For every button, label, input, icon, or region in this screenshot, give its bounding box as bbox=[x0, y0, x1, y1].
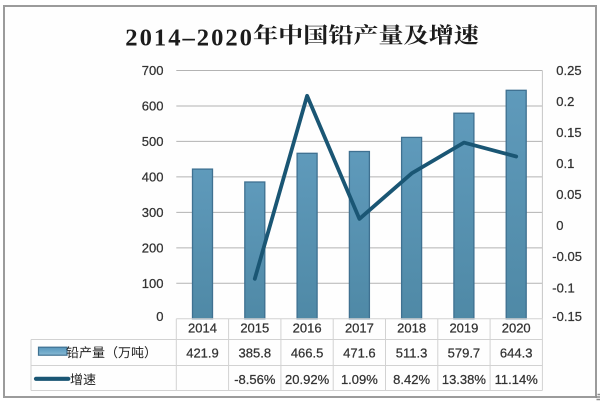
svg-text:0.2: 0.2 bbox=[556, 94, 574, 109]
svg-text:0: 0 bbox=[156, 309, 163, 324]
svg-text:-0.15: -0.15 bbox=[552, 309, 582, 324]
svg-text:471.6: 471.6 bbox=[343, 346, 376, 361]
svg-text:-0.1: -0.1 bbox=[552, 280, 574, 295]
svg-text:200: 200 bbox=[142, 240, 164, 255]
svg-text:644.3: 644.3 bbox=[500, 346, 533, 361]
svg-text:2016: 2016 bbox=[293, 320, 322, 335]
svg-text:400: 400 bbox=[142, 169, 164, 184]
svg-text:2014: 2014 bbox=[188, 320, 217, 335]
svg-text:600: 600 bbox=[142, 99, 164, 114]
svg-text:511.3: 511.3 bbox=[396, 346, 428, 361]
svg-text:0.1: 0.1 bbox=[556, 156, 574, 171]
svg-text:0: 0 bbox=[556, 218, 563, 233]
svg-text:466.5: 466.5 bbox=[291, 346, 324, 361]
svg-text:0.15: 0.15 bbox=[556, 125, 581, 140]
svg-text:100: 100 bbox=[142, 276, 164, 291]
svg-text:2020: 2020 bbox=[502, 320, 531, 335]
svg-text:2015: 2015 bbox=[240, 320, 269, 335]
svg-text:579.7: 579.7 bbox=[448, 346, 481, 361]
svg-text:0.25: 0.25 bbox=[556, 63, 581, 78]
svg-text:-8.56%: -8.56% bbox=[234, 372, 276, 387]
svg-text:500: 500 bbox=[142, 134, 164, 149]
svg-text:2017: 2017 bbox=[345, 320, 374, 335]
svg-text:8.42%: 8.42% bbox=[393, 372, 430, 387]
svg-text:13.38%: 13.38% bbox=[442, 372, 487, 387]
svg-text:2018: 2018 bbox=[397, 320, 426, 335]
svg-text:421.9: 421.9 bbox=[186, 346, 219, 361]
svg-text:20.92%: 20.92% bbox=[285, 372, 330, 387]
svg-text:2019: 2019 bbox=[449, 320, 478, 335]
svg-text:11.14%: 11.14% bbox=[495, 372, 539, 387]
svg-text:0.05: 0.05 bbox=[556, 187, 581, 202]
svg-text:700: 700 bbox=[142, 63, 164, 78]
svg-text:300: 300 bbox=[142, 205, 164, 220]
svg-text:2014–2020: 2014–2020 bbox=[125, 25, 254, 52]
svg-text:385.8: 385.8 bbox=[239, 346, 272, 361]
svg-text:-0.05: -0.05 bbox=[552, 249, 582, 264]
svg-text:1.09%: 1.09% bbox=[341, 372, 378, 387]
